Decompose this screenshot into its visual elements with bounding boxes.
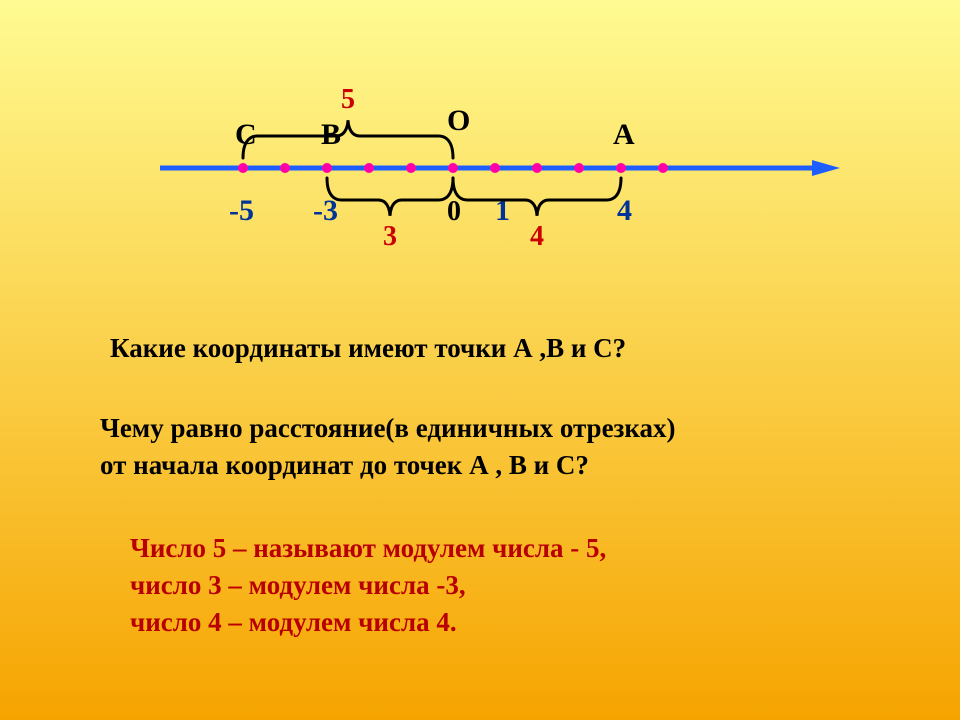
tick-dot: [490, 163, 500, 173]
tick-dot: [280, 163, 290, 173]
brace-label: 4: [530, 221, 544, 252]
tick-dot: [574, 163, 584, 173]
tick-dot: [658, 163, 668, 173]
answer-line-1: Число 5 – называют модулем числа - 5,: [130, 530, 606, 566]
curly-brace: [327, 178, 453, 216]
tick-dot: [616, 163, 626, 173]
axis-arrow-icon: [812, 160, 840, 176]
slide-content: СВОА-5-3014534 Какие координаты имеют то…: [0, 0, 960, 720]
question-2-line-2: от начала координат до точек А , В и С?: [100, 447, 589, 483]
number-label: -5: [229, 194, 254, 227]
curly-brace: [243, 120, 453, 158]
brace-label: 3: [383, 221, 397, 252]
point-label: А: [613, 118, 635, 151]
point-label: О: [447, 104, 470, 137]
answer-line-3: число 4 – модулем числа 4.: [130, 604, 457, 640]
tick-dot: [532, 163, 542, 173]
question-1: Какие координаты имеют точки А ,В и С?: [110, 330, 626, 366]
number-label: 0: [447, 196, 461, 227]
curly-brace: [453, 178, 621, 216]
brace-label: 5: [341, 84, 355, 115]
tick-dot: [364, 163, 374, 173]
tick-dot: [238, 163, 248, 173]
tick-dot: [322, 163, 332, 173]
tick-dot: [448, 163, 458, 173]
number-label: 4: [617, 194, 632, 227]
answer-line-2: число 3 – модулем числа -3,: [130, 567, 466, 603]
tick-dot: [406, 163, 416, 173]
question-2-line-1: Чему равно расстояние(в единичных отрезк…: [100, 410, 676, 446]
